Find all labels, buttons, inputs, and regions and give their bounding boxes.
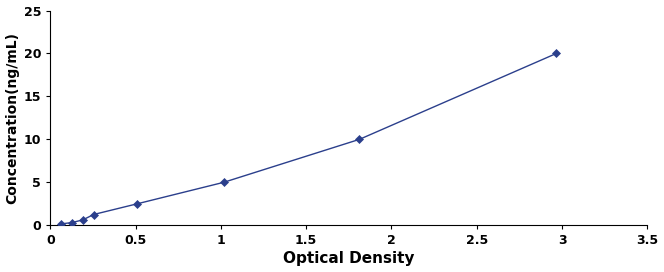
Y-axis label: Concentration(ng/mL): Concentration(ng/mL) <box>5 32 19 204</box>
X-axis label: Optical Density: Optical Density <box>283 251 414 267</box>
